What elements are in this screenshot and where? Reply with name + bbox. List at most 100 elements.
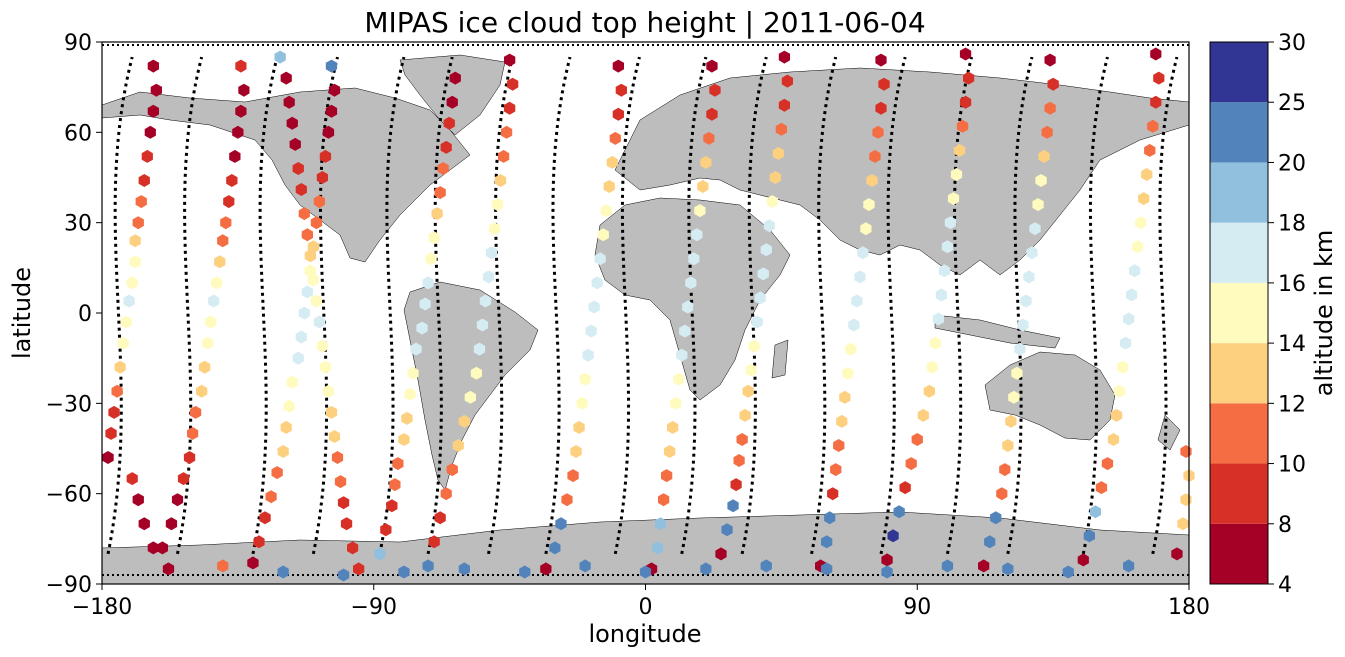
y-tick-label: 60 — [64, 121, 92, 146]
x-axis-label: longitude — [588, 620, 701, 648]
colorbar-tick-label: 16 — [1278, 272, 1306, 297]
cloud-point — [494, 174, 507, 187]
cloud-points — [102, 47, 1195, 582]
cloud-point — [875, 101, 887, 115]
cloud-point — [259, 511, 271, 525]
cloud-point — [682, 300, 694, 314]
cloud-point — [851, 294, 863, 308]
plot-area — [101, 41, 1195, 585]
cloud-point — [709, 83, 721, 97]
cloud-point — [1002, 439, 1014, 452]
orbit-track-line — [544, 56, 572, 555]
cloud-point — [280, 420, 292, 434]
cloud-point — [386, 499, 398, 513]
madagascar-landmass — [771, 339, 789, 379]
cloud-point — [428, 535, 440, 549]
cloud-point — [603, 180, 615, 193]
cloud-point — [999, 463, 1011, 477]
cloud-point — [748, 339, 760, 353]
cloud-point — [730, 478, 742, 492]
cloud-point — [1014, 342, 1026, 356]
cloud-point — [120, 315, 132, 329]
cloud-point — [141, 149, 153, 163]
cloud-point — [1044, 101, 1056, 115]
cloud-point — [226, 174, 238, 187]
cloud-point — [446, 463, 458, 477]
cloud-point — [419, 297, 431, 311]
cloud-point — [102, 451, 114, 464]
cloud-point — [1177, 517, 1189, 531]
y-tick-label: 90 — [64, 31, 92, 56]
cloud-point — [824, 511, 836, 525]
cloud-point — [138, 517, 150, 531]
y-tick-label: 30 — [64, 212, 92, 237]
cloud-point — [129, 255, 141, 269]
cloud-point — [265, 490, 277, 504]
cloud-point — [319, 149, 332, 163]
cloud-point — [540, 562, 552, 576]
cloud-point — [404, 387, 416, 401]
cloud-point — [833, 439, 845, 452]
cloud-point — [956, 119, 969, 133]
cloud-point — [292, 162, 304, 175]
cloud-point — [561, 493, 573, 507]
colorbar-segment — [1210, 463, 1268, 524]
cloud-point — [316, 339, 328, 353]
cloud-point — [700, 155, 712, 169]
cloud-point — [1101, 457, 1114, 471]
cloud-point — [416, 321, 428, 335]
cloud-point — [458, 414, 470, 428]
cloud-point — [745, 363, 757, 377]
cloud-point — [697, 180, 709, 193]
cloud-point — [205, 315, 217, 329]
colorbar-tick-label: 18 — [1278, 212, 1306, 237]
cloud-point — [316, 171, 328, 184]
cloud-point — [283, 95, 295, 109]
cloud-point — [498, 149, 510, 163]
cloud-point — [947, 192, 960, 206]
cloud-point — [126, 276, 138, 290]
orbit-track-line — [810, 56, 838, 555]
cloud-point — [425, 252, 437, 266]
cloud-point — [353, 562, 365, 576]
colorbar-label: altitude in km — [1310, 230, 1338, 397]
cloud-point — [220, 216, 232, 230]
cloud-point — [1023, 270, 1035, 284]
y-axis: −90 −60 −30 0 30 60 90 — [46, 31, 102, 598]
colorbar-tick-label: 4 — [1278, 573, 1292, 598]
cloud-point — [727, 499, 739, 513]
orbit-track-line — [740, 56, 768, 555]
colorbar-segment — [1210, 523, 1268, 584]
cloud-point — [313, 195, 325, 209]
cloud-point — [691, 228, 703, 242]
cloud-point — [407, 366, 419, 380]
cloud-point — [1077, 553, 1089, 567]
cloud-point — [567, 469, 579, 483]
orbit-track-line — [945, 56, 974, 555]
cloud-point — [1150, 95, 1162, 109]
cloud-point — [1123, 559, 1135, 573]
cloud-point — [434, 186, 446, 200]
cloud-point — [941, 240, 954, 254]
cloud-point — [872, 125, 884, 139]
cloud-point — [1129, 264, 1141, 278]
cloud-point — [736, 433, 748, 446]
cloud-point — [491, 198, 504, 212]
cloud-point — [778, 98, 790, 112]
cloud-point — [1041, 125, 1053, 139]
cloud-point — [938, 264, 951, 278]
cloud-point — [235, 59, 247, 73]
orbit-track-line — [487, 56, 515, 555]
colorbar-segment — [1210, 162, 1268, 223]
cloud-point — [470, 366, 482, 380]
cloud-point — [138, 174, 150, 187]
cloud-point — [214, 255, 226, 269]
cloud-point — [679, 324, 691, 338]
colorbar-tick-label: 10 — [1278, 453, 1306, 478]
indonesia-islands — [934, 314, 1061, 349]
cloud-point — [440, 487, 452, 501]
cloud-point — [658, 493, 670, 507]
cloud-point — [670, 396, 682, 410]
cloud-point — [114, 360, 126, 374]
cloud-point — [286, 116, 298, 130]
